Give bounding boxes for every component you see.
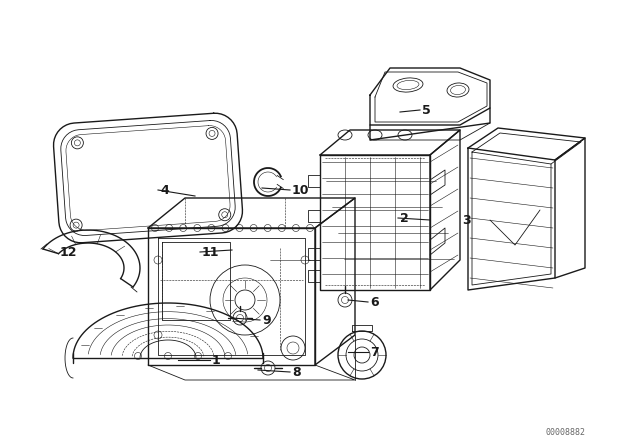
Text: 3: 3 (462, 214, 470, 227)
Text: 11: 11 (202, 246, 220, 258)
Text: 2: 2 (400, 211, 409, 224)
Text: 10: 10 (292, 184, 310, 197)
Text: 1: 1 (212, 353, 221, 366)
Text: 12: 12 (60, 246, 77, 258)
Text: 8: 8 (292, 366, 301, 379)
Text: 00008882: 00008882 (545, 427, 585, 436)
Text: 7: 7 (370, 345, 379, 358)
Text: 5: 5 (422, 103, 431, 116)
Text: 4: 4 (160, 184, 169, 197)
Text: 9: 9 (262, 314, 271, 327)
Text: 6: 6 (370, 296, 379, 309)
